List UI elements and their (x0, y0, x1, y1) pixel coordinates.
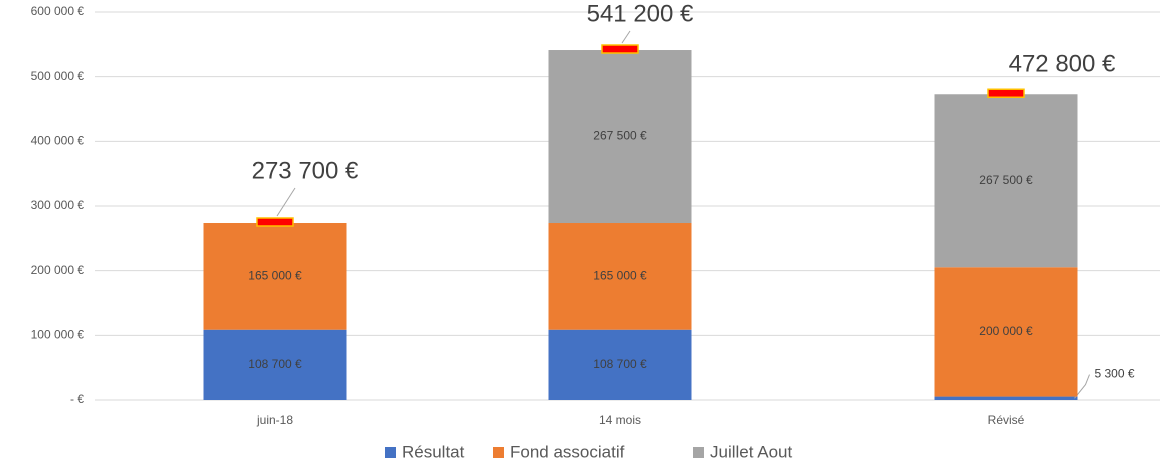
data-label: 5 300 € (1095, 367, 1135, 381)
bar-segment (934, 267, 1078, 397)
data-label: 165 000 € (248, 269, 302, 283)
total-label: 273 700 € (252, 157, 359, 184)
y-tick-label: 400 000 € (31, 134, 85, 148)
legend-label: Résultat (402, 442, 465, 461)
y-tick-label: 600 000 € (31, 4, 85, 18)
total-label: 472 800 € (1009, 50, 1116, 77)
total-marker (601, 44, 639, 54)
total-label: 541 200 € (587, 0, 694, 27)
bar-segment (548, 50, 692, 224)
legend-swatch (493, 447, 504, 458)
bar-segment (548, 223, 692, 330)
bar-segment (203, 223, 347, 330)
y-tick-label: 300 000 € (31, 198, 85, 212)
x-tick-label: Révisé (988, 413, 1025, 427)
legend-label: Juillet Aout (710, 442, 792, 461)
x-tick-label: 14 mois (599, 413, 641, 427)
total-marker (987, 88, 1025, 99)
data-label: 200 000 € (979, 324, 1033, 338)
legend-label: Fond associatif (510, 442, 625, 461)
y-tick-label: 200 000 € (31, 263, 85, 277)
bar-segment (934, 94, 1078, 268)
data-label: 267 500 € (593, 129, 647, 143)
bar-segment (203, 329, 347, 400)
data-label: 108 700 € (248, 357, 302, 371)
legend-swatch (385, 447, 396, 458)
x-tick-label: juin-18 (256, 413, 293, 427)
leader-line (621, 30, 631, 44)
bar-segment (548, 329, 692, 400)
leader-line (276, 187, 296, 217)
bar-segment (934, 396, 1078, 400)
y-tick-label: 500 000 € (31, 69, 85, 83)
y-tick-label: - € (70, 392, 84, 406)
total-marker (256, 217, 294, 227)
data-label: 267 500 € (979, 173, 1033, 187)
data-label: 108 700 € (593, 357, 647, 371)
y-tick-label: 100 000 € (31, 328, 85, 342)
data-label: 165 000 € (593, 269, 647, 283)
legend-swatch (693, 447, 704, 458)
leader-line (1074, 374, 1090, 399)
